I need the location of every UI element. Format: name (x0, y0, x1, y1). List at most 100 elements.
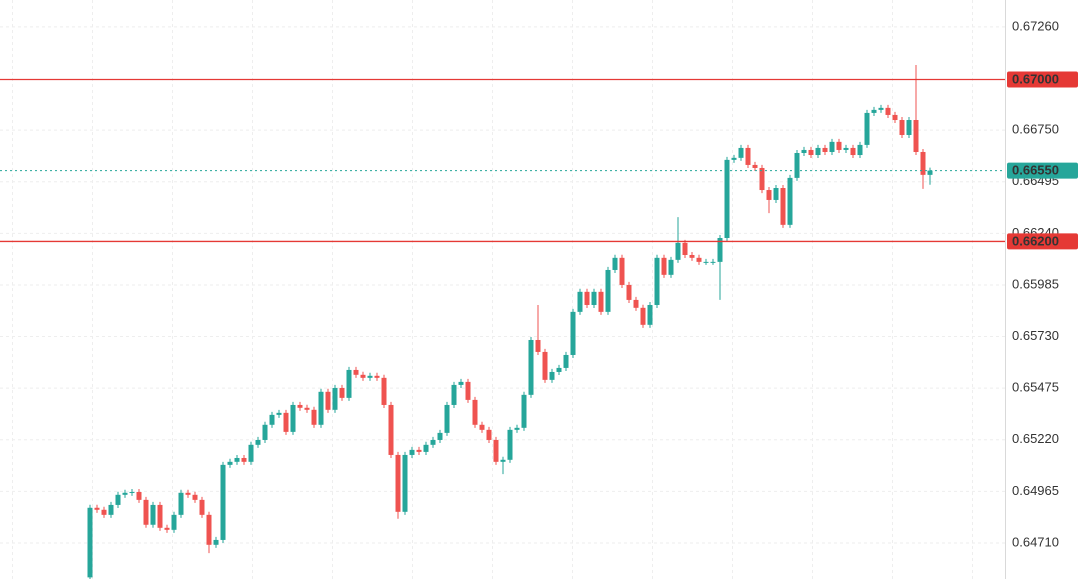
candle-body (654, 257, 660, 305)
candle-body (857, 144, 863, 156)
candle-body (521, 394, 527, 428)
candle-body (549, 371, 555, 380)
candle-body (262, 424, 268, 440)
price-levels (0, 78, 1005, 243)
candle-body (724, 159, 730, 238)
candle-body (213, 539, 219, 545)
candle-body (157, 504, 163, 528)
y-tick-label: 0.65475 (1012, 380, 1059, 395)
candle-body (472, 399, 478, 425)
candle-body (598, 291, 604, 312)
candle-body (311, 409, 317, 425)
candle-body (129, 491, 135, 493)
candle-body (381, 377, 387, 405)
candle-body (94, 507, 100, 510)
y-tick-label: 0.66750 (1012, 122, 1059, 137)
candle-body (815, 147, 821, 156)
candle-body (584, 291, 590, 305)
candle-body (612, 257, 618, 270)
candle-body (430, 439, 436, 445)
candle-body (388, 404, 394, 455)
candle-body (542, 351, 548, 380)
candle-body (766, 190, 772, 200)
candle-body (164, 527, 170, 530)
candle-body (360, 374, 366, 378)
candle-body (836, 141, 842, 150)
candle-body (752, 164, 758, 168)
candle-body (829, 141, 835, 152)
price-level-tag (1007, 233, 1078, 250)
candle-body (605, 269, 611, 312)
candle-body (304, 407, 310, 410)
candle-body (178, 492, 184, 515)
candle-body (199, 499, 205, 515)
candle-body (255, 439, 261, 445)
candle-body (423, 444, 429, 452)
y-tick-label: 0.65730 (1012, 328, 1059, 343)
candle-body (283, 412, 289, 432)
y-tick-label: 0.65985 (1012, 276, 1059, 291)
candle-body (738, 147, 744, 158)
candle-body (710, 261, 716, 263)
candle-body (185, 492, 191, 495)
candle-body (801, 149, 807, 153)
candle-body (318, 391, 324, 425)
candle-body (479, 424, 485, 430)
candle-body (703, 261, 709, 263)
candle-body (689, 254, 695, 258)
candle-body (276, 412, 282, 415)
candle-body (108, 504, 114, 515)
candle-body (241, 457, 247, 462)
candle-body (787, 177, 793, 225)
candle-body (885, 107, 891, 115)
candle-body (458, 381, 464, 385)
candle-body (122, 492, 128, 495)
candle-body (731, 157, 737, 160)
candle-body (563, 354, 569, 368)
candle-body (514, 427, 520, 430)
candle-body (570, 311, 576, 355)
candle-body (640, 307, 646, 325)
candle-body (150, 504, 156, 525)
vertical-grid (12, 0, 973, 579)
candle-body (367, 375, 373, 378)
candle-body (899, 120, 905, 135)
candle-body (808, 149, 814, 156)
candle-body (675, 242, 681, 260)
candle-body (745, 147, 751, 165)
y-tick-label: 0.65220 (1012, 431, 1059, 446)
candle-body (493, 439, 499, 462)
candle-body (661, 257, 667, 275)
candle-body (416, 449, 422, 452)
price-level-tag (1007, 71, 1078, 88)
candle-body (269, 414, 275, 425)
candle-body (171, 514, 177, 530)
candle-body (794, 152, 800, 178)
candle-body (87, 507, 93, 578)
candle-body (892, 114, 898, 121)
candle-body (227, 461, 233, 465)
candle-body (696, 257, 702, 262)
candle-body (668, 259, 674, 275)
price-level-label: 0.67000 (1012, 71, 1059, 86)
candle-body (633, 299, 639, 308)
candle-body (500, 459, 506, 462)
candle-body (353, 369, 359, 375)
candle-body (773, 188, 779, 200)
candle-body (486, 429, 492, 440)
candle-body (850, 147, 856, 156)
price-level-label: 0.66550 (1012, 163, 1059, 178)
candle-body (444, 404, 450, 433)
candle-body (507, 429, 513, 460)
candle-body (143, 499, 149, 525)
candle-body (759, 167, 765, 191)
candle-body (822, 147, 828, 152)
candle-body (878, 107, 884, 110)
candle-body (248, 444, 254, 462)
candle-body (437, 432, 443, 440)
price-axis: 0.672600.667500.664950.662400.659850.657… (1007, 18, 1078, 549)
candle-body (346, 369, 352, 398)
candle-body (402, 454, 408, 512)
